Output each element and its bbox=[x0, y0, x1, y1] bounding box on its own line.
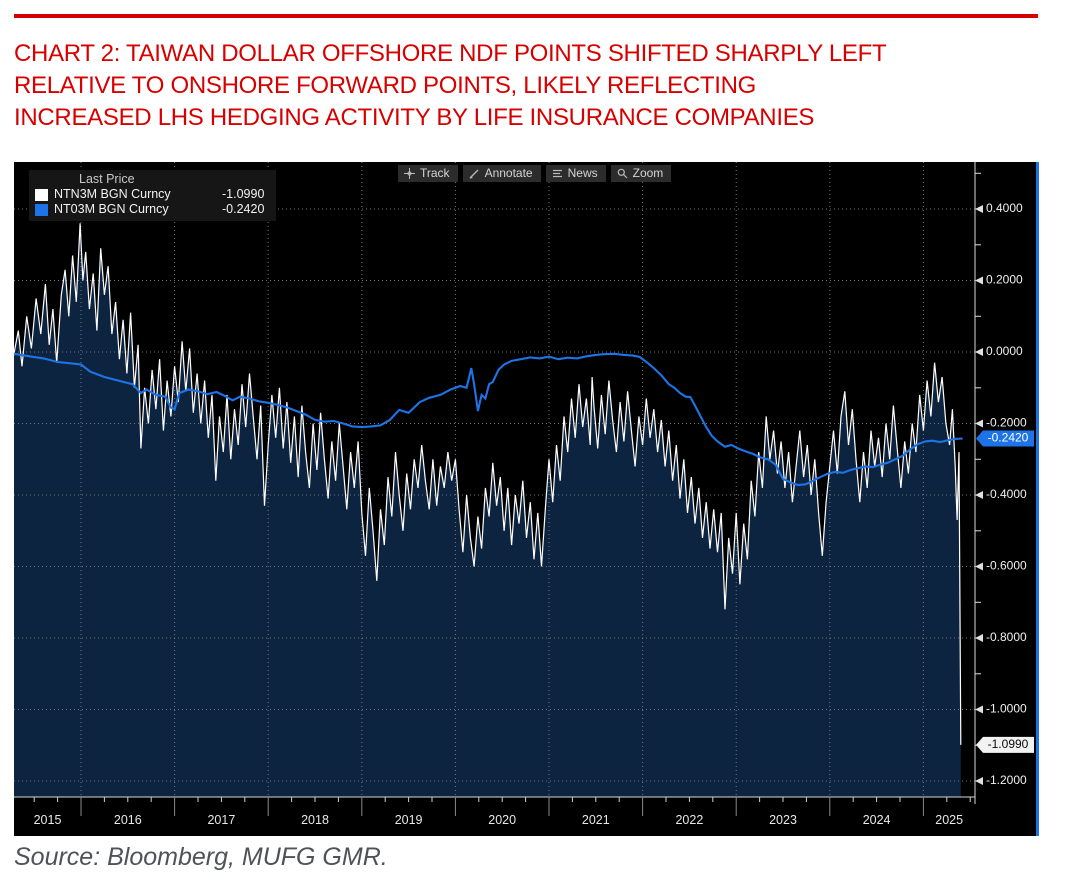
price-badge bbox=[976, 736, 1034, 753]
svg-text:-0.4000: -0.4000 bbox=[986, 487, 1027, 501]
svg-text:0.2000: 0.2000 bbox=[986, 273, 1023, 287]
chart-right-scrollbar[interactable] bbox=[1036, 162, 1039, 836]
news-lines-icon bbox=[552, 168, 563, 179]
chart-legend: Last Price NTN3M BGN Curncy -1.0990 NT03M … bbox=[29, 170, 277, 221]
svg-text:-1.2000: -1.2000 bbox=[986, 773, 1027, 787]
svg-text:-1.0990: -1.0990 bbox=[988, 737, 1029, 751]
svg-text:-0.6000: -0.6000 bbox=[986, 559, 1027, 573]
svg-text:-0.2000: -0.2000 bbox=[986, 416, 1027, 430]
news-button[interactable]: News bbox=[545, 165, 606, 182]
svg-text:2018: 2018 bbox=[301, 813, 329, 827]
svg-text:2017: 2017 bbox=[207, 813, 235, 827]
svg-text:2025: 2025 bbox=[935, 813, 963, 827]
svg-text:-1.0000: -1.0000 bbox=[986, 702, 1027, 716]
svg-text:2021: 2021 bbox=[582, 813, 610, 827]
chart-heading-line-3: INCREASED LHS HEDGING ACTIVITY BY LIFE I… bbox=[14, 104, 815, 131]
legend-swatch-icon bbox=[35, 203, 48, 216]
zoom-button[interactable]: Zoom bbox=[610, 165, 672, 182]
annotate-pencil-icon bbox=[469, 168, 480, 179]
svg-text:2015: 2015 bbox=[34, 813, 62, 827]
legend-series-value: -0.2420 bbox=[222, 202, 265, 216]
chart-heading: CHART 2: TAIWAN DOLLAR OFFSHORE NDF POIN… bbox=[14, 38, 1064, 134]
price-badge bbox=[976, 430, 1034, 447]
svg-text:2019: 2019 bbox=[395, 813, 423, 827]
ndf-area-fill bbox=[14, 223, 961, 797]
title-rule bbox=[14, 14, 1038, 18]
annotate-button[interactable]: Annotate bbox=[462, 165, 541, 182]
chart-canvas[interactable]: 0.4000 0.2000 0.0000 -0.2000 -0.4000 -0.6000 -… bbox=[14, 162, 1036, 836]
legend-header: Last Price bbox=[79, 172, 135, 186]
source-caption: Source: Bloomberg, MUFG GMR. bbox=[14, 843, 388, 871]
legend-series-value: -1.0990 bbox=[222, 187, 265, 201]
svg-text:-0.8000: -0.8000 bbox=[986, 630, 1027, 644]
svg-text:2016: 2016 bbox=[114, 813, 142, 827]
legend-rows: NTN3M BGN Curncy -1.0990 NT03M BGN Curncy -… bbox=[35, 187, 264, 217]
track-crosshair-icon bbox=[404, 167, 415, 179]
chart-heading-line-2: RELATIVE TO ONSHORE FORWARD POINTS, LIKE… bbox=[14, 72, 757, 99]
onshore-forward-line bbox=[14, 352, 963, 487]
zoom-magnifier-icon bbox=[617, 168, 628, 179]
svg-text:0.4000: 0.4000 bbox=[986, 201, 1023, 215]
svg-text:2023: 2023 bbox=[769, 813, 797, 827]
legend-series-name: NTN3M BGN Curncy bbox=[54, 187, 171, 201]
legend-series-row[interactable]: NT03M BGN Curncy -0.2420 bbox=[35, 202, 264, 217]
chart-heading-line-1: CHART 2: TAIWAN DOLLAR OFFSHORE NDF POIN… bbox=[14, 40, 887, 67]
chart-toolbar: Track Annotate News Zoom bbox=[398, 165, 672, 182]
legend-series-name: NT03M BGN Curncy bbox=[54, 202, 169, 216]
track-button[interactable]: Track bbox=[398, 165, 458, 182]
legend-swatch-icon bbox=[35, 188, 48, 201]
ndf-line bbox=[14, 223, 962, 745]
svg-text:2022: 2022 bbox=[675, 813, 703, 827]
svg-text:0.0000: 0.0000 bbox=[986, 344, 1023, 358]
legend-series-row[interactable]: NTN3M BGN Curncy -1.0990 bbox=[35, 187, 264, 202]
svg-text:2024: 2024 bbox=[863, 813, 891, 827]
svg-text:2020: 2020 bbox=[488, 813, 516, 827]
svg-text:-0.2420: -0.2420 bbox=[988, 431, 1029, 445]
bloomberg-chart-panel: 0.4000 0.2000 0.0000 -0.2000 -0.4000 -0.6000 -… bbox=[14, 162, 1039, 836]
